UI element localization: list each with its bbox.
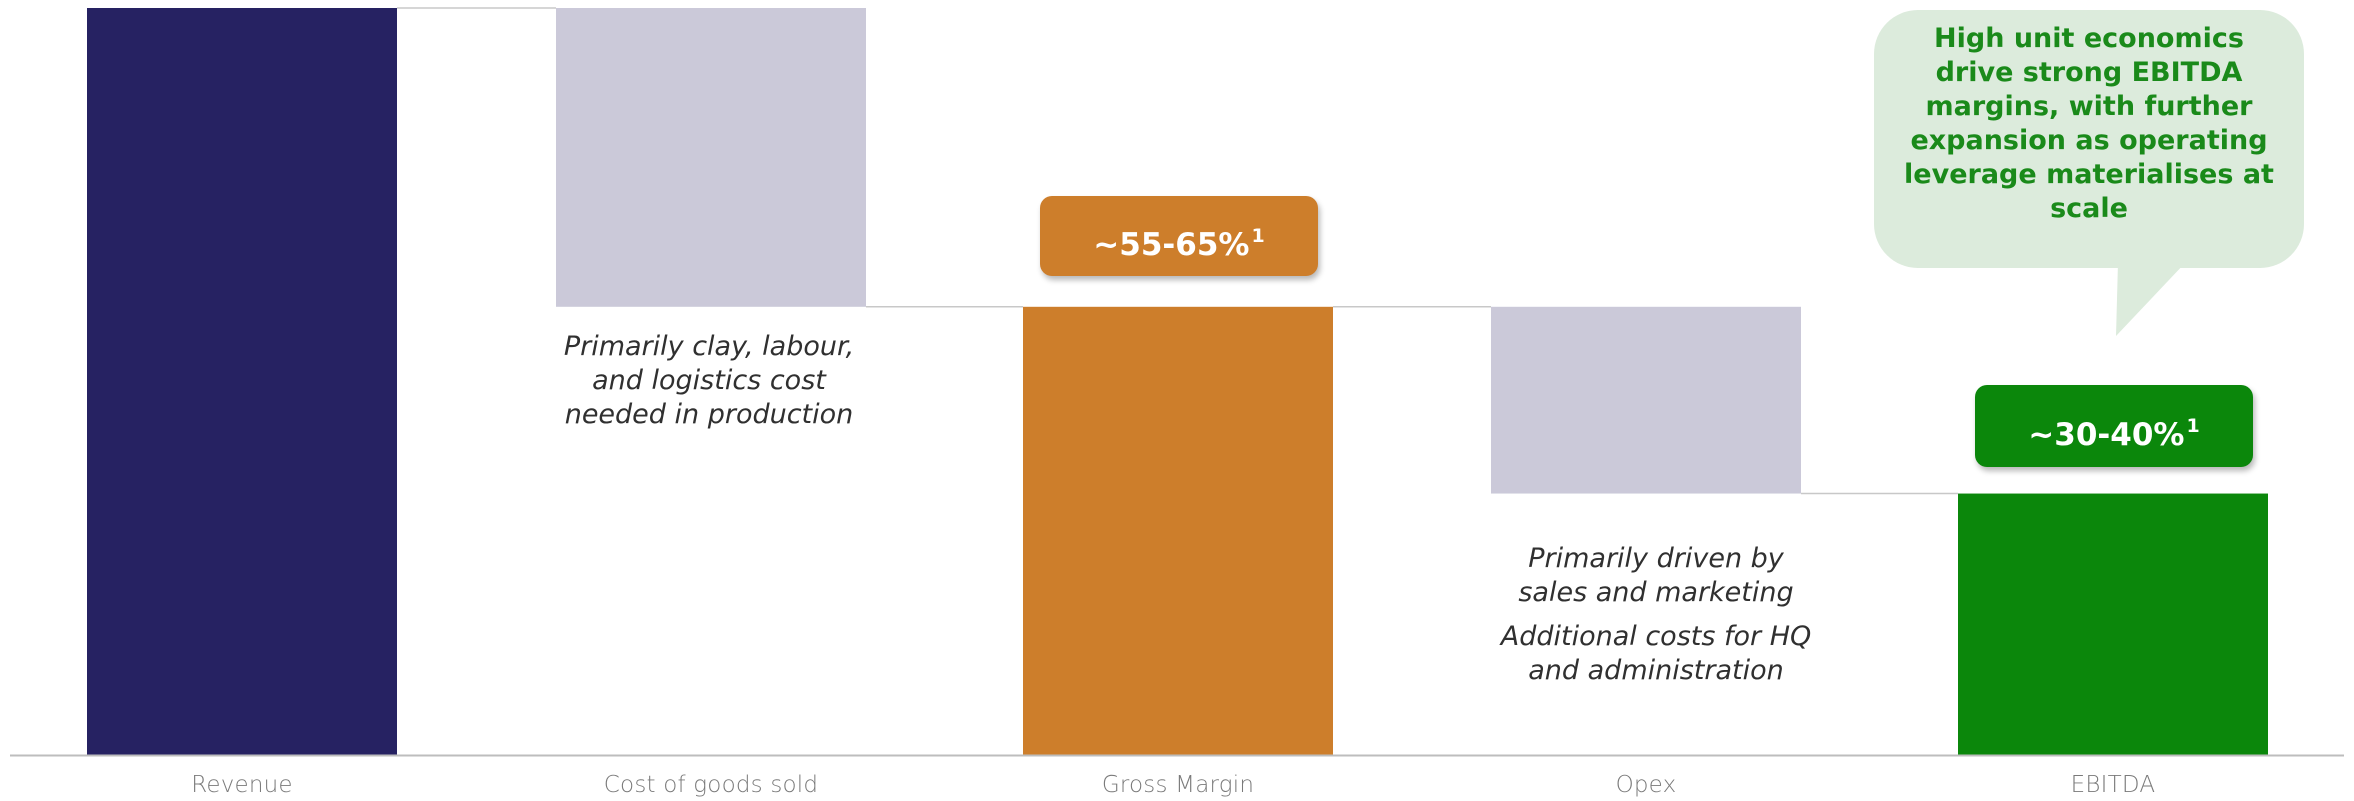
tick-label-revenue: Revenue (191, 772, 293, 798)
gross-margin-label: ~55-65% 1 (1040, 196, 1318, 276)
bar-ebitda (1958, 493, 2268, 755)
gross-margin-label-text: ~55-65% (1093, 227, 1250, 263)
ebitda-footnote: 1 (2186, 415, 2200, 437)
callout-text: High unit economics drive strong EBITDA … (1904, 23, 2274, 224)
opex-annotation: Primarily driven by sales and marketing … (1500, 542, 1812, 698)
callout-bubble: High unit economics drive strong EBITDA … (1874, 10, 2304, 268)
cogs-note-text: Primarily clay, labour, and logistics co… (563, 331, 855, 430)
bar-revenue (87, 8, 397, 755)
tick-label-cost-of-goods-sold: Cost of goods sold (603, 772, 819, 798)
opex-note-text-2: Additional costs for HQ and administrati… (1500, 621, 1812, 686)
cogs-annotation: Primarily clay, labour, and logistics co… (548, 330, 870, 442)
ebitda-label-text: ~30-40% (2028, 417, 2185, 453)
gross-margin-footnote: 1 (1251, 225, 1265, 247)
bar-cost-of-goods-sold (556, 8, 866, 307)
bar-gross-margin (1023, 306, 1333, 755)
opex-note-text-1: Primarily driven by sales and marketing (1518, 543, 1794, 608)
bar-opex (1491, 306, 1801, 494)
tick-label-opex: Opex (1615, 772, 1677, 798)
ebitda-label: ~30-40% 1 (1975, 385, 2253, 467)
callout-tail-shape (2116, 262, 2186, 336)
tick-label-gross-margin: Gross Margin (1101, 772, 1255, 798)
tick-label-ebitda: EBITDA (2070, 772, 2156, 798)
